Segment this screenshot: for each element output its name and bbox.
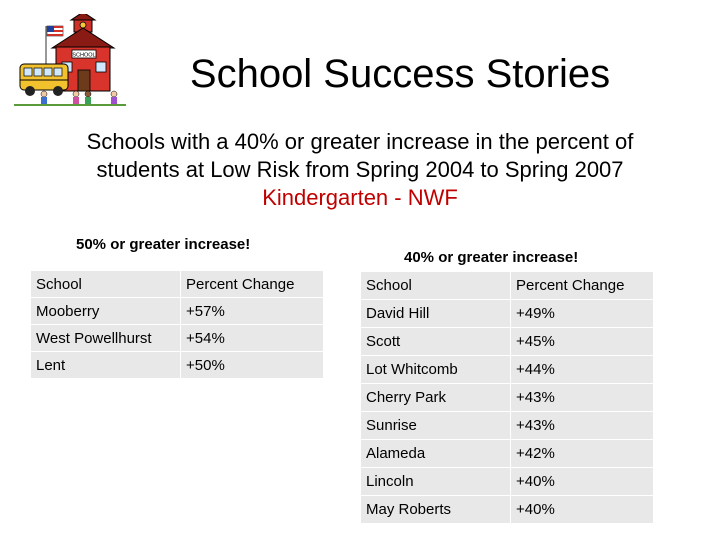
cell-percent-change: +45% bbox=[510, 327, 653, 356]
header-school: School bbox=[31, 270, 181, 298]
header-school: School bbox=[361, 271, 511, 300]
table-row: David Hill +49% bbox=[361, 299, 653, 328]
table-header-row: School Percent Change bbox=[361, 271, 653, 300]
cell-school: Alameda bbox=[361, 439, 511, 468]
cell-percent-change: +43% bbox=[510, 383, 653, 412]
cell-school: Sunrise bbox=[361, 411, 511, 440]
table-row: Sunrise +43% bbox=[361, 411, 653, 440]
heading-40-percent: 40% or greater increase! bbox=[404, 249, 579, 266]
table-row: Lincoln +40% bbox=[361, 467, 653, 496]
cell-percent-change: +44% bbox=[510, 355, 653, 384]
cell-school: David Hill bbox=[361, 299, 511, 328]
cell-percent-change: +43% bbox=[510, 411, 653, 440]
header-percent-change: Percent Change bbox=[180, 270, 323, 298]
school-sign-text: SCHOOL bbox=[72, 53, 95, 59]
cell-school: Mooberry bbox=[31, 297, 181, 325]
subtitle-line-2: students at Low Risk from Spring 2004 to… bbox=[96, 157, 624, 182]
cell-percent-change: +49% bbox=[510, 299, 653, 328]
table-row: May Roberts +40% bbox=[361, 495, 653, 524]
table-40-percent: School Percent Change David Hill +49% Sc… bbox=[361, 271, 653, 524]
table-row: West Powellhurst +54% bbox=[31, 324, 323, 352]
cell-percent-change: +40% bbox=[510, 495, 653, 524]
cell-percent-change: +40% bbox=[510, 467, 653, 496]
cell-school: May Roberts bbox=[361, 495, 511, 524]
cell-school: Cherry Park bbox=[361, 383, 511, 412]
table-row: Scott +45% bbox=[361, 327, 653, 356]
header-percent-change: Percent Change bbox=[510, 271, 653, 300]
subtitle-line-1: Schools with a 40% or greater increase i… bbox=[86, 129, 634, 154]
cell-percent-change: +50% bbox=[180, 351, 323, 378]
cell-percent-change: +54% bbox=[180, 324, 323, 352]
table-row: Mooberry +57% bbox=[31, 297, 323, 325]
table-50-percent: School Percent Change Mooberry +57% West… bbox=[31, 270, 323, 378]
cell-school: Lincoln bbox=[361, 467, 511, 496]
cell-percent-change: +57% bbox=[180, 297, 323, 325]
table-row: Lot Whitcomb +44% bbox=[361, 355, 653, 384]
table-row: Cherry Park +43% bbox=[361, 383, 653, 412]
table-row: Lent +50% bbox=[31, 351, 323, 378]
table-row: Alameda +42% bbox=[361, 439, 653, 468]
cell-school: West Powellhurst bbox=[31, 324, 181, 352]
cell-school: Lot Whitcomb bbox=[361, 355, 511, 384]
subtitle-highlight: Kindergarten - NWF bbox=[262, 185, 458, 210]
slide-title: School Success Stories bbox=[189, 52, 611, 96]
cell-school: Lent bbox=[31, 351, 181, 378]
table-header-row: School Percent Change bbox=[31, 270, 323, 298]
cell-school: Scott bbox=[361, 327, 511, 356]
cell-percent-change: +42% bbox=[510, 439, 653, 468]
heading-50-percent: 50% or greater increase! bbox=[76, 236, 251, 253]
schoolhouse-with-bus-icon: SCHOOL bbox=[14, 14, 126, 106]
slide-subtitle: Schools with a 40% or greater increase i… bbox=[40, 128, 680, 212]
